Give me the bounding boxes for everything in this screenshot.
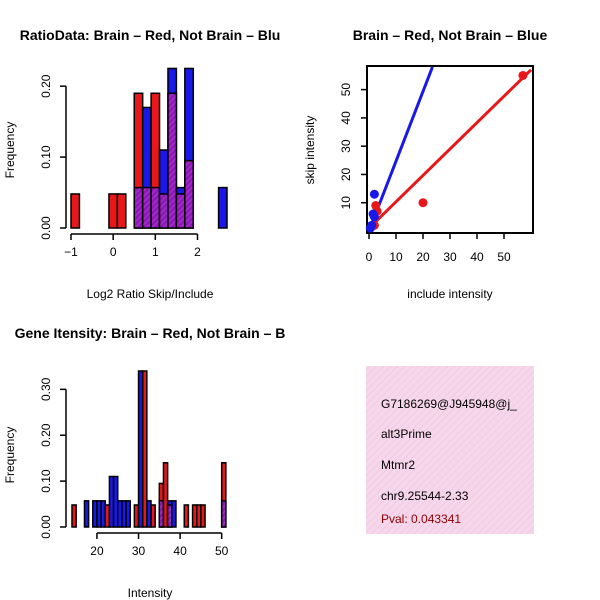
hist-bar-blue [217, 186, 228, 229]
y-tick-label: 0.30 [39, 377, 53, 401]
ratio-histogram-title: RatioData: Brain – Red, Not Brain – Blu [20, 27, 281, 43]
hist-bar-red [200, 504, 206, 528]
red-point [371, 201, 381, 211]
hist-bar-red [162, 462, 169, 528]
y-tick-label: 0.00 [39, 216, 53, 240]
info-box-panel: G7186269@J945948@j_ alt3Prime Mtmr2 chr9… [366, 366, 534, 534]
y-tick-label: 0.20 [39, 74, 53, 98]
intensity-histogram-ylabel: Frequency [3, 427, 17, 484]
y-tick-label: 0.20 [39, 423, 53, 447]
y-tick-label: 30 [339, 139, 353, 153]
y-tick-label: 50 [339, 83, 353, 97]
intensity-histogram-panel: Gene Itensity: Brain – Red, Not Brain – … [3, 325, 285, 600]
hist-bar-blue [146, 500, 152, 528]
x-tick-label: 1 [152, 245, 159, 259]
x-tick-label: 50 [215, 544, 229, 558]
y-tick-label: 0.10 [39, 145, 53, 169]
blue-point [369, 189, 379, 199]
hist-bar-red [70, 193, 81, 229]
hist-bar-blue [100, 500, 107, 528]
red-point [418, 198, 428, 208]
scatter-title: Brain – Red, Not Brain – Blue [353, 27, 548, 43]
hist-bar-red [116, 193, 127, 229]
y-tick-label: 20 [339, 167, 353, 181]
ratio-histogram-xlabel: Log2 Ratio Skip/Include [87, 287, 214, 301]
info-box-background [366, 366, 534, 534]
x-tick-label: 2 [194, 245, 201, 259]
x-tick-label: 10 [389, 250, 403, 264]
scatter-ylabel: skip intensity [303, 116, 317, 185]
info-pval: Pval: 0.043341 [381, 512, 461, 526]
blue-point [368, 209, 378, 219]
x-tick-label: 20 [90, 544, 104, 558]
hist-bar-overlap [141, 186, 152, 229]
hist-bar-blue [83, 500, 90, 528]
hist-bar-overlap [175, 193, 186, 229]
x-tick-label: 0 [110, 245, 117, 259]
hist-bar-overlap [167, 92, 178, 229]
hist-bar-overlap [133, 186, 144, 229]
x-tick-label: 30 [443, 250, 457, 264]
hist-bar-red [183, 504, 190, 528]
ratio-histogram-ylabel: Frequency [3, 122, 17, 179]
ratio-histogram-panel: RatioData: Brain – Red, Not Brain – Blu … [3, 27, 280, 301]
x-tick-label: 30 [132, 544, 146, 558]
hist-bar-overlap [158, 193, 169, 229]
hist-bar-blue [171, 500, 177, 528]
x-tick-label: 40 [470, 250, 484, 264]
y-tick-label: 10 [339, 196, 353, 210]
blue-point [365, 223, 375, 233]
red-point [518, 70, 528, 80]
info-location: chr9.25544-2.33 [381, 489, 469, 503]
intensity-histogram-title: Gene Itensity: Brain – Red, Not Brain – … [15, 325, 286, 341]
hist-bar-blue [137, 370, 144, 528]
x-tick-label: 20 [416, 250, 430, 264]
intensity-scatter-panel: Brain – Red, Not Brain – Blue include in… [303, 27, 547, 301]
hist-bar-red [108, 193, 119, 229]
red-fit-line [367, 68, 533, 230]
scatter-xlabel: include intensity [407, 287, 492, 301]
info-event-id: G7186269@J945948@j_ [381, 397, 517, 411]
x-tick-label: 0 [366, 250, 373, 264]
x-tick-label: 50 [497, 250, 511, 264]
hist-bar-overlap [150, 186, 161, 229]
info-event-type: alt3Prime [381, 427, 432, 441]
y-tick-label: 0.10 [39, 469, 53, 493]
hist-bar-blue [125, 500, 131, 528]
hist-bar-overlap [220, 500, 227, 528]
info-gene-name: Mtmr2 [381, 458, 415, 472]
y-tick-label: 0.00 [39, 515, 53, 539]
y-tick-label: 40 [339, 111, 353, 125]
x-tick-label: −1 [64, 245, 78, 259]
hist-bar-red [71, 504, 77, 528]
intensity-histogram-xlabel: Intensity [128, 586, 173, 600]
x-tick-label: 40 [173, 544, 187, 558]
hist-bar-overlap [184, 159, 195, 229]
